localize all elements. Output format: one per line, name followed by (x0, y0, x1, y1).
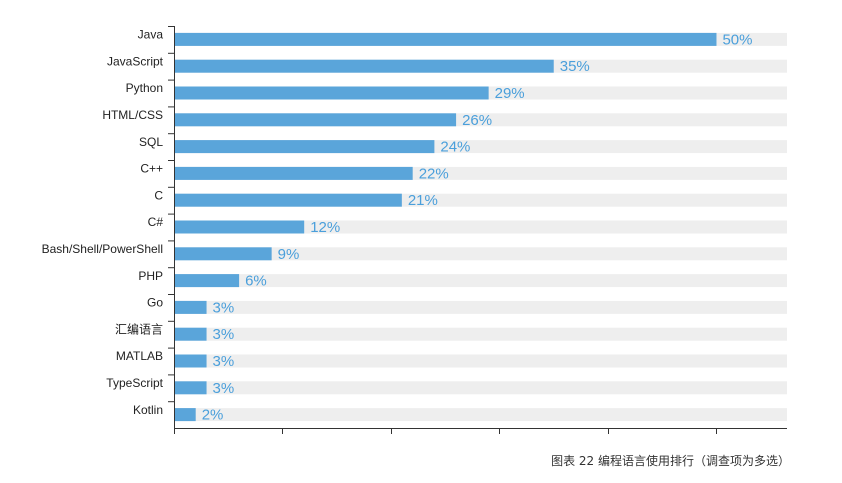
bar (174, 193, 402, 207)
bar (174, 381, 207, 395)
value-label: 24% (440, 139, 470, 156)
bar-track (174, 220, 787, 234)
category-label: JavaScript (107, 54, 164, 68)
value-label: 29% (495, 85, 525, 102)
value-label: 9% (278, 246, 300, 263)
value-label: 35% (560, 58, 590, 75)
bar (174, 327, 207, 341)
value-label: 3% (213, 353, 235, 370)
category-label: C# (148, 215, 164, 229)
category-label: MATLAB (116, 349, 163, 363)
bar-track (174, 274, 787, 288)
bar (174, 166, 413, 180)
chart-caption: 图表 22 编程语言使用排行（调查项为多选） (551, 454, 790, 468)
category-label: PHP (138, 269, 163, 283)
value-label: 3% (213, 380, 235, 397)
bar (174, 354, 207, 368)
bar-track (174, 247, 787, 261)
value-label: 26% (462, 112, 492, 129)
bar-track (174, 354, 787, 368)
category-label: Python (126, 81, 163, 95)
bar-track (174, 300, 787, 314)
bar (174, 300, 207, 314)
bar-track (174, 327, 787, 341)
category-labels: Java JavaScript Python HTML/CSS SQL C++ C C# Bas… (42, 28, 164, 417)
axes (168, 26, 787, 434)
category-label: C++ (140, 162, 163, 176)
bar-track (174, 381, 787, 395)
category-label: 汇编语言 (115, 321, 163, 336)
value-label: 3% (213, 299, 235, 316)
category-label: C (154, 188, 163, 202)
category-label: Go (147, 296, 163, 310)
category-label: HTML/CSS (102, 108, 163, 122)
category-label: TypeScript (106, 376, 163, 390)
category-label: Kotlin (133, 403, 163, 417)
bar (174, 220, 305, 234)
value-label: 3% (213, 326, 235, 343)
value-labels: 50% 35% 29%26% 24% 22% 21% 12% 9% 6% 3% 3% 3% 3% 2% (202, 31, 753, 423)
category-label: SQL (139, 135, 163, 149)
bar (174, 113, 457, 127)
bar (174, 86, 489, 100)
value-label: 22% (419, 165, 449, 182)
bar (174, 274, 240, 288)
bar (174, 140, 435, 154)
category-label: Bash/Shell/PowerShell (42, 242, 163, 256)
value-label: 50% (722, 31, 752, 48)
bar (174, 32, 717, 46)
value-label: 21% (408, 192, 438, 209)
bar (174, 59, 554, 73)
bar-track (174, 408, 787, 422)
value-label: 12% (310, 219, 340, 236)
bar (174, 408, 196, 422)
value-label: 2% (202, 407, 224, 424)
bars (174, 32, 717, 422)
value-label: 6% (245, 273, 267, 290)
bar (174, 247, 272, 261)
category-label: Java (138, 28, 164, 42)
